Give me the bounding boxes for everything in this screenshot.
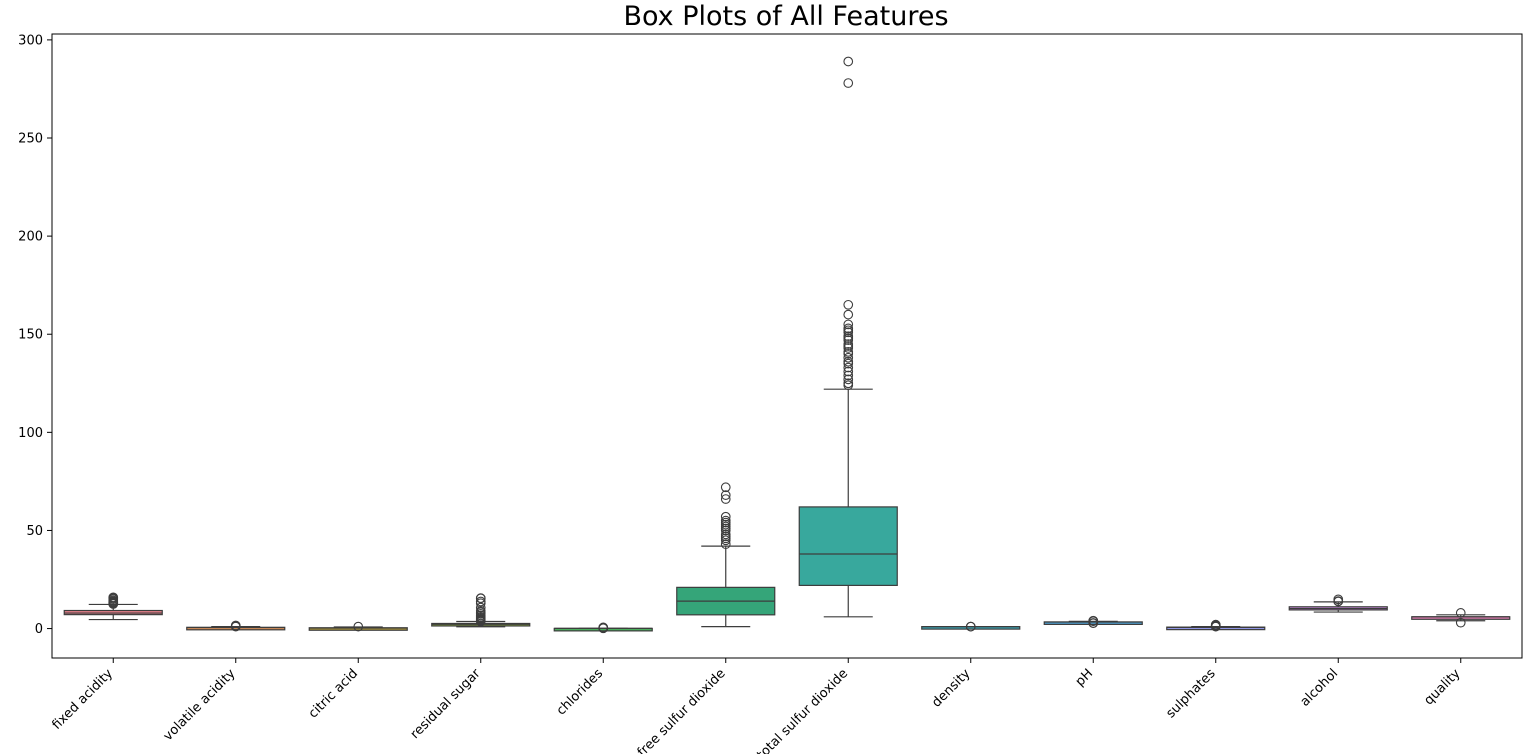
- outlier-point: [965, 621, 976, 632]
- outlier-point: [843, 299, 854, 310]
- outlier-point: [843, 78, 854, 88]
- outlier-point: [843, 339, 854, 349]
- outlier-point: [843, 356, 854, 367]
- outlier-point: [475, 596, 486, 607]
- outlier-point: [843, 309, 854, 320]
- x-tick-label: alcohol: [1298, 666, 1341, 709]
- outlier-point: [475, 593, 486, 604]
- outlier-point: [720, 539, 731, 550]
- box-volatile-acidity: [186, 620, 286, 632]
- outlier-point: [108, 592, 119, 603]
- x-tick-label: sulphates: [1163, 666, 1218, 721]
- outlier-point: [720, 482, 731, 493]
- y-axis: 0 50 100 150 200 250 300: [18, 33, 52, 637]
- outlier-point: [475, 606, 486, 616]
- y-tick-label: 50: [26, 524, 43, 539]
- y-tick-label: 300: [18, 33, 43, 48]
- y-tick-label: 250: [18, 132, 43, 147]
- outlier-point: [230, 620, 241, 631]
- box-quality: [1411, 608, 1511, 628]
- plot-area-frame: [51, 33, 1523, 659]
- x-tick-label: citric acid: [306, 666, 361, 721]
- y-tick-label: 150: [18, 328, 43, 343]
- box-total-sulfur-dioxide: [798, 56, 898, 618]
- outlier-point: [720, 515, 731, 526]
- box-iqr: [798, 506, 898, 586]
- outlier-point: [843, 323, 854, 334]
- x-tick-label: quality: [1422, 666, 1464, 708]
- outlier-point: [1210, 619, 1221, 630]
- box-fixed-acidity: [63, 592, 163, 621]
- outlier-point: [843, 362, 854, 373]
- box-density: [921, 621, 1021, 632]
- y-tick-label: 0: [35, 622, 43, 637]
- outlier-point: [720, 529, 731, 540]
- x-tick-label: chlorides: [554, 666, 606, 718]
- outlier-point: [475, 602, 486, 613]
- outlier-point: [843, 366, 854, 377]
- box-chlorides: [553, 622, 653, 634]
- x-tick-label: volatile acidity: [161, 666, 239, 744]
- x-axis: fixed acidity volatile acidity citric acid…: [49, 658, 1464, 754]
- y-tick-label: 100: [18, 426, 43, 441]
- x-tick-label: total sulfur dioxide: [754, 666, 851, 754]
- x-tick-label: density: [929, 666, 974, 711]
- outlier-point: [843, 378, 854, 389]
- outlier-point: [720, 511, 731, 522]
- outlier-point: [1088, 615, 1099, 626]
- outlier-point: [598, 622, 609, 633]
- x-tick-label: free sulfur dioxide: [635, 666, 729, 754]
- outlier-point: [843, 56, 854, 67]
- outlier-point: [843, 352, 854, 363]
- box-pH: [1043, 615, 1143, 629]
- outlier-point: [843, 331, 854, 342]
- outlier-point: [720, 490, 731, 500]
- x-tick-label: pH: [1073, 666, 1096, 689]
- outlier-point: [843, 370, 854, 381]
- outlier-point: [353, 621, 364, 632]
- x-tick-label: residual sugar: [408, 666, 484, 742]
- box-citric-acid: [308, 621, 408, 632]
- outlier-point: [1455, 617, 1466, 628]
- outlier-point: [843, 347, 854, 357]
- box-series: [63, 56, 1511, 634]
- box-residual-sugar: [431, 593, 531, 628]
- y-tick-label: 200: [18, 230, 43, 245]
- outlier-point: [843, 319, 854, 330]
- box-sulphates: [1166, 619, 1266, 632]
- box-free-sulfur-dioxide: [676, 482, 776, 628]
- outlier-point: [1333, 594, 1344, 605]
- outlier-point: [720, 494, 731, 504]
- chart-title: Box Plots of All Features: [623, 1, 948, 32]
- outlier-point: [1455, 608, 1466, 618]
- x-tick-label: fixed acidity: [49, 666, 116, 733]
- box-alcohol: [1288, 594, 1388, 613]
- outlier-point: [843, 374, 854, 385]
